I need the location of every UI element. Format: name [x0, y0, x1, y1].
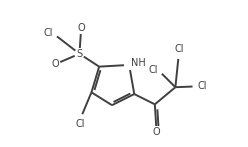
Text: Cl: Cl — [43, 28, 53, 38]
Text: Cl: Cl — [198, 81, 207, 91]
Text: Cl: Cl — [174, 44, 184, 54]
Text: S: S — [76, 49, 83, 59]
Text: O: O — [153, 127, 160, 137]
Text: Cl: Cl — [76, 119, 85, 129]
Text: NH: NH — [131, 58, 146, 68]
Text: O: O — [52, 59, 59, 69]
Text: Cl: Cl — [149, 65, 158, 75]
Text: O: O — [77, 23, 85, 33]
